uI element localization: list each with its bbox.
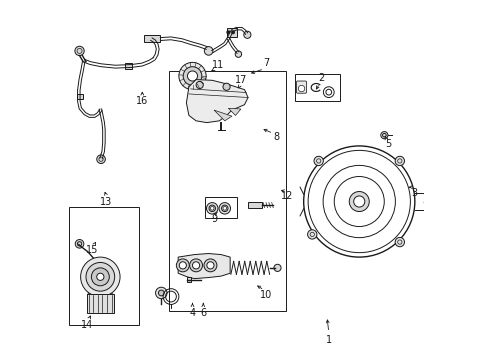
Circle shape — [187, 71, 197, 81]
Bar — [69, 207, 139, 325]
Bar — [226, 28, 236, 37]
Bar — [187, 277, 190, 282]
Circle shape — [394, 238, 404, 247]
Circle shape — [179, 262, 186, 269]
Text: 6: 6 — [200, 308, 206, 318]
Circle shape — [183, 67, 202, 85]
Circle shape — [226, 31, 230, 34]
Text: 1: 1 — [325, 334, 331, 345]
Circle shape — [206, 262, 214, 269]
Polygon shape — [178, 253, 230, 279]
Text: 14: 14 — [81, 320, 93, 330]
Circle shape — [394, 156, 404, 166]
Circle shape — [313, 156, 323, 166]
Circle shape — [192, 262, 199, 269]
Circle shape — [75, 239, 83, 248]
Text: 11: 11 — [211, 60, 224, 70]
Polygon shape — [228, 108, 241, 116]
Circle shape — [179, 62, 206, 90]
Bar — [204, 197, 237, 218]
Text: 2: 2 — [318, 73, 324, 83]
Circle shape — [223, 207, 226, 210]
Text: 16: 16 — [136, 96, 148, 106]
Circle shape — [91, 268, 109, 286]
Text: 4: 4 — [189, 308, 195, 318]
Text: 17: 17 — [234, 75, 246, 85]
Circle shape — [210, 207, 214, 210]
Circle shape — [223, 83, 230, 90]
Circle shape — [203, 259, 217, 272]
Bar — [247, 202, 262, 208]
Bar — [77, 94, 82, 99]
Text: 5: 5 — [384, 139, 390, 149]
Circle shape — [298, 85, 304, 92]
Text: 12: 12 — [281, 191, 293, 201]
Circle shape — [97, 155, 105, 163]
Circle shape — [196, 81, 203, 89]
Circle shape — [208, 205, 215, 212]
Text: 13: 13 — [100, 197, 112, 207]
Circle shape — [86, 262, 115, 291]
Circle shape — [231, 31, 234, 34]
Polygon shape — [86, 294, 114, 313]
Polygon shape — [214, 110, 231, 121]
Bar — [144, 35, 160, 42]
Text: 7: 7 — [263, 58, 268, 68]
Text: 9: 9 — [210, 215, 217, 224]
Circle shape — [155, 287, 167, 299]
Circle shape — [244, 31, 250, 39]
Circle shape — [81, 257, 120, 297]
Bar — [169, 71, 285, 311]
Text: 8: 8 — [273, 132, 279, 142]
Circle shape — [189, 259, 202, 272]
Circle shape — [273, 264, 281, 271]
Circle shape — [307, 230, 316, 239]
Circle shape — [75, 46, 84, 55]
Circle shape — [219, 203, 230, 214]
FancyBboxPatch shape — [296, 81, 306, 93]
Text: 15: 15 — [86, 245, 98, 255]
Circle shape — [348, 192, 368, 212]
Circle shape — [221, 205, 227, 212]
Circle shape — [204, 46, 212, 55]
Circle shape — [176, 259, 189, 272]
Circle shape — [206, 203, 218, 214]
Circle shape — [158, 290, 164, 296]
Text: 3: 3 — [411, 188, 417, 198]
Circle shape — [235, 51, 241, 57]
Circle shape — [353, 196, 364, 207]
Text: 10: 10 — [259, 290, 272, 300]
Circle shape — [380, 132, 387, 139]
Bar — [125, 63, 132, 69]
Circle shape — [97, 273, 104, 280]
Bar — [294, 74, 339, 101]
Polygon shape — [186, 80, 247, 123]
